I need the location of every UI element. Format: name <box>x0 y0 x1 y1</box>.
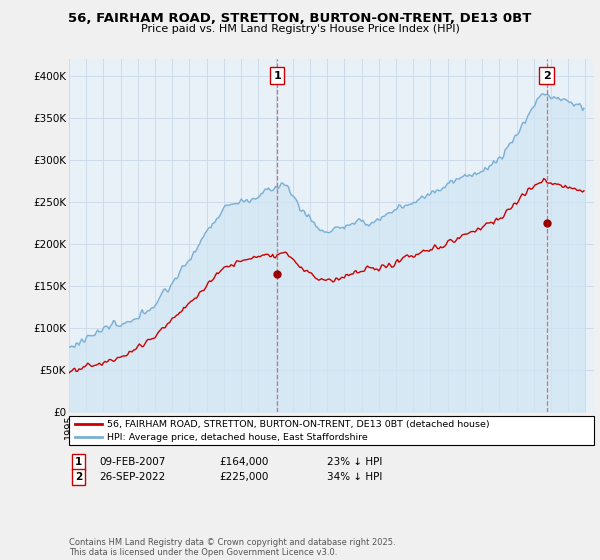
Text: £225,000: £225,000 <box>219 472 268 482</box>
Text: 56, FAIRHAM ROAD, STRETTON, BURTON-ON-TRENT, DE13 0BT (detached house): 56, FAIRHAM ROAD, STRETTON, BURTON-ON-TR… <box>107 420 490 429</box>
Text: 34% ↓ HPI: 34% ↓ HPI <box>327 472 382 482</box>
Text: 1: 1 <box>75 457 82 467</box>
Text: 09-FEB-2007: 09-FEB-2007 <box>99 457 166 467</box>
Text: 26-SEP-2022: 26-SEP-2022 <box>99 472 165 482</box>
Text: 1: 1 <box>274 71 281 81</box>
Text: 2: 2 <box>543 71 551 81</box>
Text: 2: 2 <box>75 472 82 482</box>
Text: Price paid vs. HM Land Registry's House Price Index (HPI): Price paid vs. HM Land Registry's House … <box>140 24 460 34</box>
Text: 23% ↓ HPI: 23% ↓ HPI <box>327 457 382 467</box>
Text: HPI: Average price, detached house, East Staffordshire: HPI: Average price, detached house, East… <box>107 432 368 441</box>
Text: 56, FAIRHAM ROAD, STRETTON, BURTON-ON-TRENT, DE13 0BT: 56, FAIRHAM ROAD, STRETTON, BURTON-ON-TR… <box>68 12 532 25</box>
Text: Contains HM Land Registry data © Crown copyright and database right 2025.
This d: Contains HM Land Registry data © Crown c… <box>69 538 395 557</box>
Text: £164,000: £164,000 <box>219 457 268 467</box>
